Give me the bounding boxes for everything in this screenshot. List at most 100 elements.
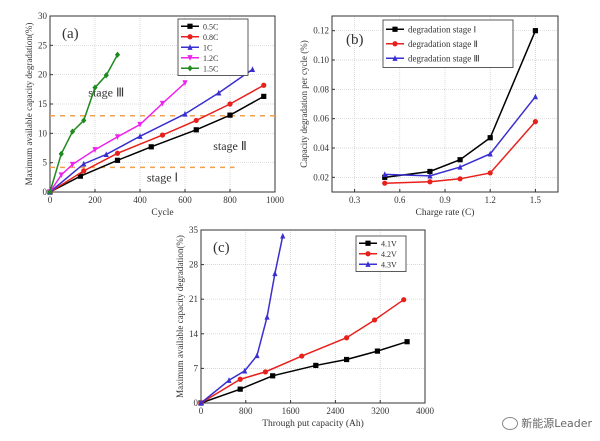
data-point <box>272 270 278 277</box>
x-tick-label: 0.6 <box>394 195 406 205</box>
y-tick-label: 35 <box>189 225 199 235</box>
plot-frame <box>331 15 559 193</box>
series-line-4.2V <box>200 299 405 404</box>
data-point <box>457 163 463 170</box>
legend: 4.1V 4.2V4.3V <box>355 235 407 272</box>
data-point <box>532 28 538 34</box>
legend-marker <box>365 240 371 246</box>
data-point <box>81 117 87 124</box>
stage-annotation: stage Ⅲ <box>88 85 124 99</box>
legend-label: 4.3V <box>381 260 397 269</box>
data-point <box>280 232 286 239</box>
x-axis-label: Cycle <box>151 208 173 218</box>
data-point <box>92 147 98 153</box>
legend-label: 0.8C <box>203 33 218 42</box>
x-tick-label: 800 <box>239 406 253 416</box>
x-tick-label: 0.9 <box>439 195 451 205</box>
data-point <box>427 172 433 179</box>
legend-marker <box>187 34 193 40</box>
data-point <box>401 297 407 303</box>
x-tick-label: 0 <box>199 406 204 416</box>
data-point <box>69 128 76 135</box>
data-point <box>226 377 232 383</box>
data-point <box>227 101 233 107</box>
legend-marker <box>187 55 193 61</box>
data-point <box>137 133 143 139</box>
data-point <box>103 72 109 79</box>
legend-label: degradation stage Ⅰ <box>408 24 476 34</box>
data-point <box>427 168 433 175</box>
data-point <box>137 121 143 128</box>
legend-marker <box>187 23 193 29</box>
data-point <box>58 172 64 179</box>
legend-box <box>382 19 514 68</box>
y-tick-label: 30 <box>38 11 48 21</box>
panel-label: (c) <box>213 240 230 256</box>
x-tick-label: 200 <box>88 195 102 205</box>
x-tick-label: 1.5 <box>530 195 542 205</box>
y-tick-label: 0.10 <box>313 55 329 65</box>
legend-label: degradation stage Ⅲ <box>408 53 480 63</box>
stage-annotation: stage Ⅱ <box>213 139 247 153</box>
data-point <box>249 66 256 72</box>
legend-marker <box>187 65 193 72</box>
data-point <box>69 161 76 168</box>
x-tick-label: 400 <box>133 195 147 205</box>
data-point <box>227 112 233 118</box>
y-tick-label: 15 <box>38 99 48 109</box>
x-tick-label: 1600 <box>282 406 301 416</box>
data-point <box>532 119 539 125</box>
y-tick-label: 25 <box>38 40 48 50</box>
data-point <box>114 51 121 58</box>
chart-panel-b: 0.3 0.6 0.9 1.2 1.5 0.02 0.04 0.06 0.08 0.10 0.12 C… <box>299 15 559 218</box>
y-tick-label: 10 <box>38 128 48 138</box>
data-point <box>216 89 222 96</box>
data-point <box>114 134 121 140</box>
x-tick-label: 0 <box>48 195 53 205</box>
data-point <box>182 110 188 117</box>
data-point <box>198 399 204 406</box>
data-point <box>261 82 267 88</box>
legend-label: 0.5C <box>203 22 218 31</box>
data-point <box>299 353 305 359</box>
x-tick-label: 800 <box>223 195 237 205</box>
legend-marker <box>392 41 398 47</box>
y-tick-label: 0.02 <box>313 172 329 182</box>
y-tick-label: 0.12 <box>313 26 329 36</box>
data-point <box>81 160 87 167</box>
data-point <box>457 157 463 163</box>
y-tick-label: 0.04 <box>313 143 329 153</box>
data-point <box>487 135 493 141</box>
data-point <box>374 348 380 354</box>
data-point <box>487 150 493 157</box>
data-point <box>58 150 64 157</box>
data-point <box>344 335 350 341</box>
x-tick-label: 4000 <box>416 406 435 416</box>
data-point <box>404 339 410 345</box>
data-point <box>313 362 319 369</box>
x-axis-label: Through put capacity (Ah) <box>262 418 364 429</box>
legend-label: degradation stage Ⅱ <box>408 39 478 49</box>
data-point <box>264 313 270 320</box>
data-point <box>457 176 463 182</box>
data-point <box>372 317 378 323</box>
data-point <box>159 132 166 138</box>
legend-marker <box>365 251 371 257</box>
data-point <box>148 144 154 150</box>
chart-panel-c: 0 800 1600 2400 3200 4000 0 7 14 21 28 35 Through pu… <box>175 225 435 429</box>
data-point <box>382 174 388 180</box>
watermark: 新能源Leader <box>502 415 592 431</box>
data-point <box>193 117 199 124</box>
data-point <box>237 376 243 382</box>
data-point <box>77 173 83 179</box>
panel-label: (b) <box>346 32 364 48</box>
plot-frame <box>200 229 426 404</box>
legend-label: 4.1V <box>381 239 397 248</box>
y-tick-label: 0.06 <box>313 114 329 124</box>
data-point <box>193 127 199 133</box>
y-tick-label: 0 <box>194 398 199 408</box>
legend-marker <box>187 44 193 50</box>
legend-label: 1.2C <box>203 54 218 63</box>
